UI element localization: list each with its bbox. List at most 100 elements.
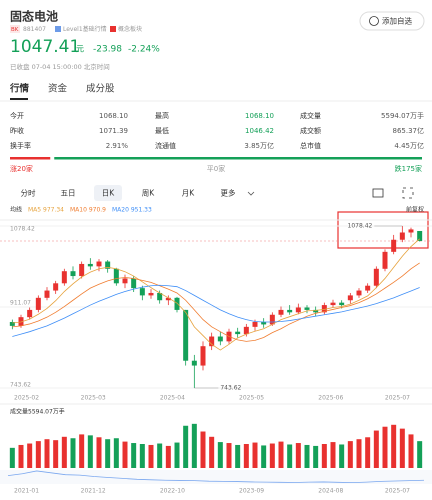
annotation: 1078.42: [348, 223, 373, 230]
volume-bar: [339, 444, 345, 468]
candle-body: [304, 307, 310, 310]
adjust[interactable]: 前复权: [406, 206, 424, 214]
overview-label: 2021-01: [14, 488, 39, 495]
stat-value: 3.85万亿: [244, 141, 274, 150]
overview-label: 2022-10: [160, 488, 185, 495]
volume-bar: [122, 441, 128, 468]
volume-bar: [382, 426, 388, 468]
candle-body: [399, 232, 405, 240]
candle-body: [408, 229, 414, 233]
badge1: Level1基础行情: [63, 25, 107, 33]
volume-bar: [148, 444, 154, 468]
volume-bar: [373, 430, 379, 468]
candle-body: [113, 268, 119, 284]
candle-body: [122, 278, 128, 284]
dropdown-icon: [247, 191, 255, 196]
candle-body: [365, 285, 371, 291]
icon-expand[interactable]: [372, 188, 384, 198]
volume-bar: [399, 428, 405, 468]
status: 已收盘 07-04 15:00:00 北京时间: [10, 62, 110, 71]
code: 881407: [23, 26, 46, 33]
x-tick-label: 2025-04: [160, 395, 185, 402]
candle-body: [235, 331, 241, 335]
candle-body: [313, 309, 319, 313]
stat-value: 1046.42: [245, 127, 274, 135]
add-icon: [369, 16, 379, 26]
icon-fullscreen[interactable]: [402, 187, 414, 199]
volume-bar: [27, 443, 33, 468]
highlight-box: [337, 211, 429, 249]
volume-bar: [287, 444, 293, 468]
volume-bar: [9, 447, 15, 468]
down-count: 跌175家: [395, 164, 422, 173]
candle-body: [373, 268, 379, 286]
stat-label: 今开: [10, 111, 24, 120]
tab-underline: [10, 98, 28, 100]
candle-body: [382, 251, 388, 269]
add-button[interactable]: [359, 11, 425, 31]
candle-body: [287, 309, 293, 313]
stat-value: 865.37亿: [393, 126, 425, 135]
period[interactable]: 分时: [21, 188, 36, 198]
stat-value: 1068.10: [99, 112, 128, 120]
candle-body: [191, 360, 197, 366]
candle-body: [79, 263, 85, 277]
candle-body: [165, 297, 171, 301]
overview-label: 2023-09: [239, 488, 264, 495]
candle-body: [87, 263, 93, 267]
annotation: 743.62: [220, 385, 241, 392]
candle-body: [18, 317, 24, 326]
volume-bar: [321, 444, 327, 468]
volume-bar: [365, 437, 371, 468]
candle-body: [252, 322, 258, 327]
volume-bar: [35, 441, 41, 468]
candle-body: [261, 322, 267, 325]
period[interactable]: 周K: [142, 189, 155, 198]
volume-bar: [61, 436, 67, 468]
candle-body: [35, 297, 41, 310]
stat-label: 成交额: [300, 126, 321, 135]
volume-title: 成交量5594.07万手: [10, 408, 65, 416]
candle-body: [131, 278, 137, 289]
x-tick-label: 2025-03: [81, 395, 106, 402]
candle-body: [339, 302, 345, 306]
down-bar: [54, 157, 422, 160]
period[interactable]: 五日: [61, 189, 76, 198]
volume-bar: [44, 439, 50, 468]
y-tick-label: 911.07: [10, 299, 31, 306]
stat-value: 1071.39: [99, 127, 128, 135]
volume-bar: [139, 444, 145, 468]
period[interactable]: 日K: [102, 189, 115, 198]
ma-line: [12, 284, 420, 337]
stat-value: 1068.10: [245, 112, 274, 120]
volume-bar: [417, 441, 423, 468]
volume-bar: [53, 440, 59, 468]
volume-bar: [252, 442, 258, 468]
ma-label: MA20 951.33: [112, 207, 152, 214]
candle-body: [53, 283, 59, 291]
period[interactable]: 月K: [182, 189, 195, 198]
candle-body: [70, 271, 76, 277]
stat-label: 最高: [155, 111, 169, 120]
overview-bg: [0, 470, 432, 484]
volume-bar: [96, 437, 102, 468]
volume-bar: [235, 444, 241, 468]
volume-bar: [183, 425, 189, 468]
tab[interactable]: 资金: [48, 83, 68, 95]
candle-body: [330, 302, 336, 306]
tab[interactable]: 行情: [9, 83, 30, 95]
volume-bar: [391, 424, 397, 468]
ma-label: MA10 970.9: [70, 207, 106, 214]
tab[interactable]: 成分股: [86, 83, 115, 95]
volume-bar: [209, 436, 215, 468]
stat-label: 换手率: [10, 141, 31, 150]
volume-bar: [356, 439, 362, 468]
price: 1047.41: [10, 37, 80, 57]
x-tick-label: 2025-05: [239, 395, 264, 402]
stat-label: 昨收: [10, 126, 24, 135]
volume-bar: [269, 443, 275, 468]
change: -23.98: [93, 45, 122, 55]
period[interactable]: 更多: [221, 188, 236, 198]
stat-label: 最低: [155, 126, 169, 135]
candle-body: [157, 292, 163, 301]
